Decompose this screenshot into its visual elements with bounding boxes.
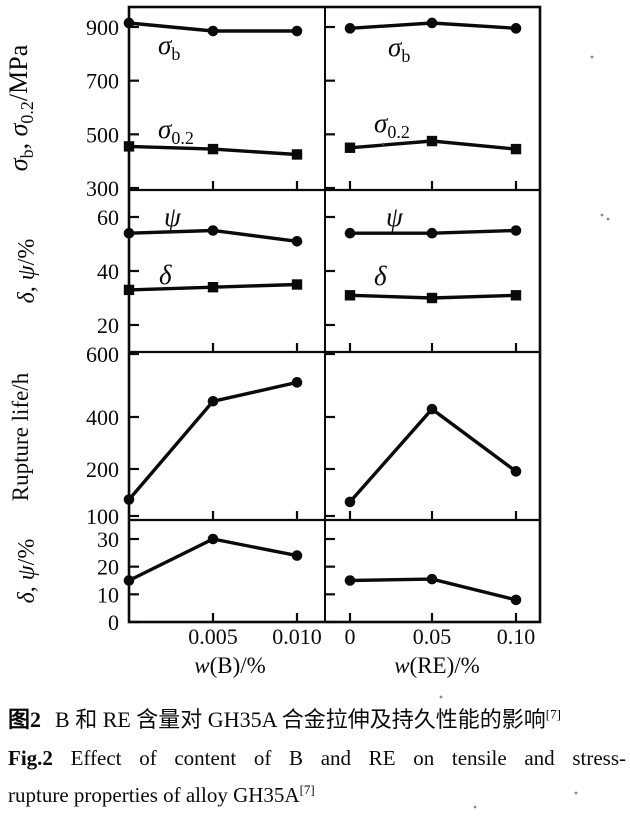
x-tick-label: 0 — [345, 624, 356, 649]
data-point-square — [426, 135, 438, 147]
data-point-circle — [123, 494, 135, 505]
caption-text-en-1: Effect of content of B and RE on tensile… — [70, 746, 627, 770]
axis-title-y: Rupture life/h — [8, 372, 33, 501]
data-point-circle — [291, 25, 303, 37]
y-tick-label: 20 — [97, 313, 119, 338]
data-point-circle — [344, 575, 356, 586]
y-tick-label: 300 — [86, 176, 119, 201]
data-point-circle — [344, 227, 356, 239]
data-point-circle — [344, 23, 356, 34]
y-tick-label: 40 — [97, 259, 119, 284]
data-point-square — [123, 284, 135, 296]
caption-text-en-2: rupture properties of alloy GH35A — [8, 783, 300, 807]
data-point-circle — [123, 575, 135, 586]
series-line — [128, 537, 298, 583]
data-point-square — [344, 142, 356, 153]
data-point-square — [344, 290, 356, 301]
data-point-circle — [344, 496, 356, 508]
scan-speck — [574, 791, 578, 795]
data-point-square — [123, 141, 135, 152]
data-point-circle — [207, 395, 219, 407]
y-tick-label: 500 — [86, 122, 119, 147]
caption-ref-cn: [7] — [545, 706, 561, 722]
axis-title-x-right: w(RE)/% — [394, 653, 480, 678]
y-tick-label: 200 — [86, 457, 119, 482]
series-label: σ0.2 — [158, 114, 194, 148]
y-tick-label: 400 — [86, 405, 119, 430]
data-point-circle — [207, 533, 219, 545]
y-tick-label: 600 — [86, 342, 119, 367]
data-point-circle — [291, 377, 303, 388]
caption-fig-number-en: Fig.2 — [8, 746, 53, 770]
caption-text-cn: B 和 RE 含量对 GH35A 合金拉伸及持久性能的影响 — [55, 707, 546, 732]
y-tick-label: 60 — [97, 205, 119, 230]
x-tick-label: 0.005 — [188, 624, 238, 649]
data-point-square — [426, 292, 438, 304]
data-point-circle — [123, 227, 135, 239]
data-point-circle — [207, 25, 219, 37]
scan-speck — [381, 142, 385, 146]
series-label: ψ — [386, 202, 404, 232]
y-tick-label: 100 — [86, 504, 119, 529]
y-tick-label: 900 — [86, 15, 119, 40]
panel-frame — [127, 5, 542, 624]
series-line — [348, 406, 518, 504]
series-label: σ0.2 — [374, 108, 410, 142]
y-tick-label: 10 — [97, 582, 119, 607]
data-point-circle — [426, 403, 438, 415]
data-point-circle — [510, 225, 522, 236]
caption-fig-number-cn: 图2 — [8, 707, 42, 732]
series-label: δ — [159, 260, 172, 290]
data-point-circle — [291, 550, 303, 561]
caption-line-chinese: 图2 B 和 RE 含量对 GH35A 合金拉伸及持久性能的影响[7] — [8, 702, 622, 734]
axis-title-x-left: w(B)/% — [194, 653, 266, 678]
data-point-circle — [207, 225, 219, 236]
caption-ref-en: [7] — [299, 782, 315, 797]
x-tick-label: 0.10 — [497, 624, 536, 649]
scan-speck — [473, 805, 477, 809]
series-label: σb — [158, 30, 180, 64]
scan-speck — [600, 213, 604, 217]
y-tick-label: 30 — [97, 527, 119, 552]
data-point-circle — [510, 466, 522, 477]
data-point-circle — [291, 236, 303, 247]
caption-line-english-1: Fig.2 Effect of content of B and RE on t… — [8, 746, 626, 771]
data-point-circle — [123, 17, 135, 29]
data-point-square — [510, 290, 522, 301]
data-point-circle — [426, 17, 438, 29]
data-point-square — [510, 143, 522, 155]
axis-title-y: δ, ψ/% — [14, 239, 40, 304]
caption-line-english-2: rupture properties of alloy GH35A[7] — [8, 783, 622, 808]
series-label: σb — [388, 32, 410, 66]
scan-speck — [606, 217, 610, 221]
series-label: ψ — [164, 202, 182, 232]
data-point-circle — [426, 573, 438, 585]
scan-speck — [590, 55, 594, 59]
y-tick-label: 700 — [86, 69, 119, 94]
data-point-circle — [510, 23, 522, 34]
data-point-circle — [426, 227, 438, 239]
data-point-circle — [510, 594, 522, 606]
scan-speck — [439, 695, 443, 699]
data-point-square — [291, 279, 303, 290]
data-point-square — [207, 143, 219, 155]
y-tick-label: 20 — [97, 555, 119, 580]
axis-title-y: δ, ψ/% — [14, 539, 40, 604]
x-tick-label: 0.010 — [272, 624, 322, 649]
series-label: δ — [374, 261, 387, 291]
data-point-square — [207, 282, 219, 293]
y-tick-label: 0 — [108, 610, 119, 635]
x-tick-label: 0.05 — [413, 624, 452, 649]
axis-title-y: σb, σ0.2/MPa — [4, 44, 37, 171]
data-point-square — [291, 149, 303, 160]
